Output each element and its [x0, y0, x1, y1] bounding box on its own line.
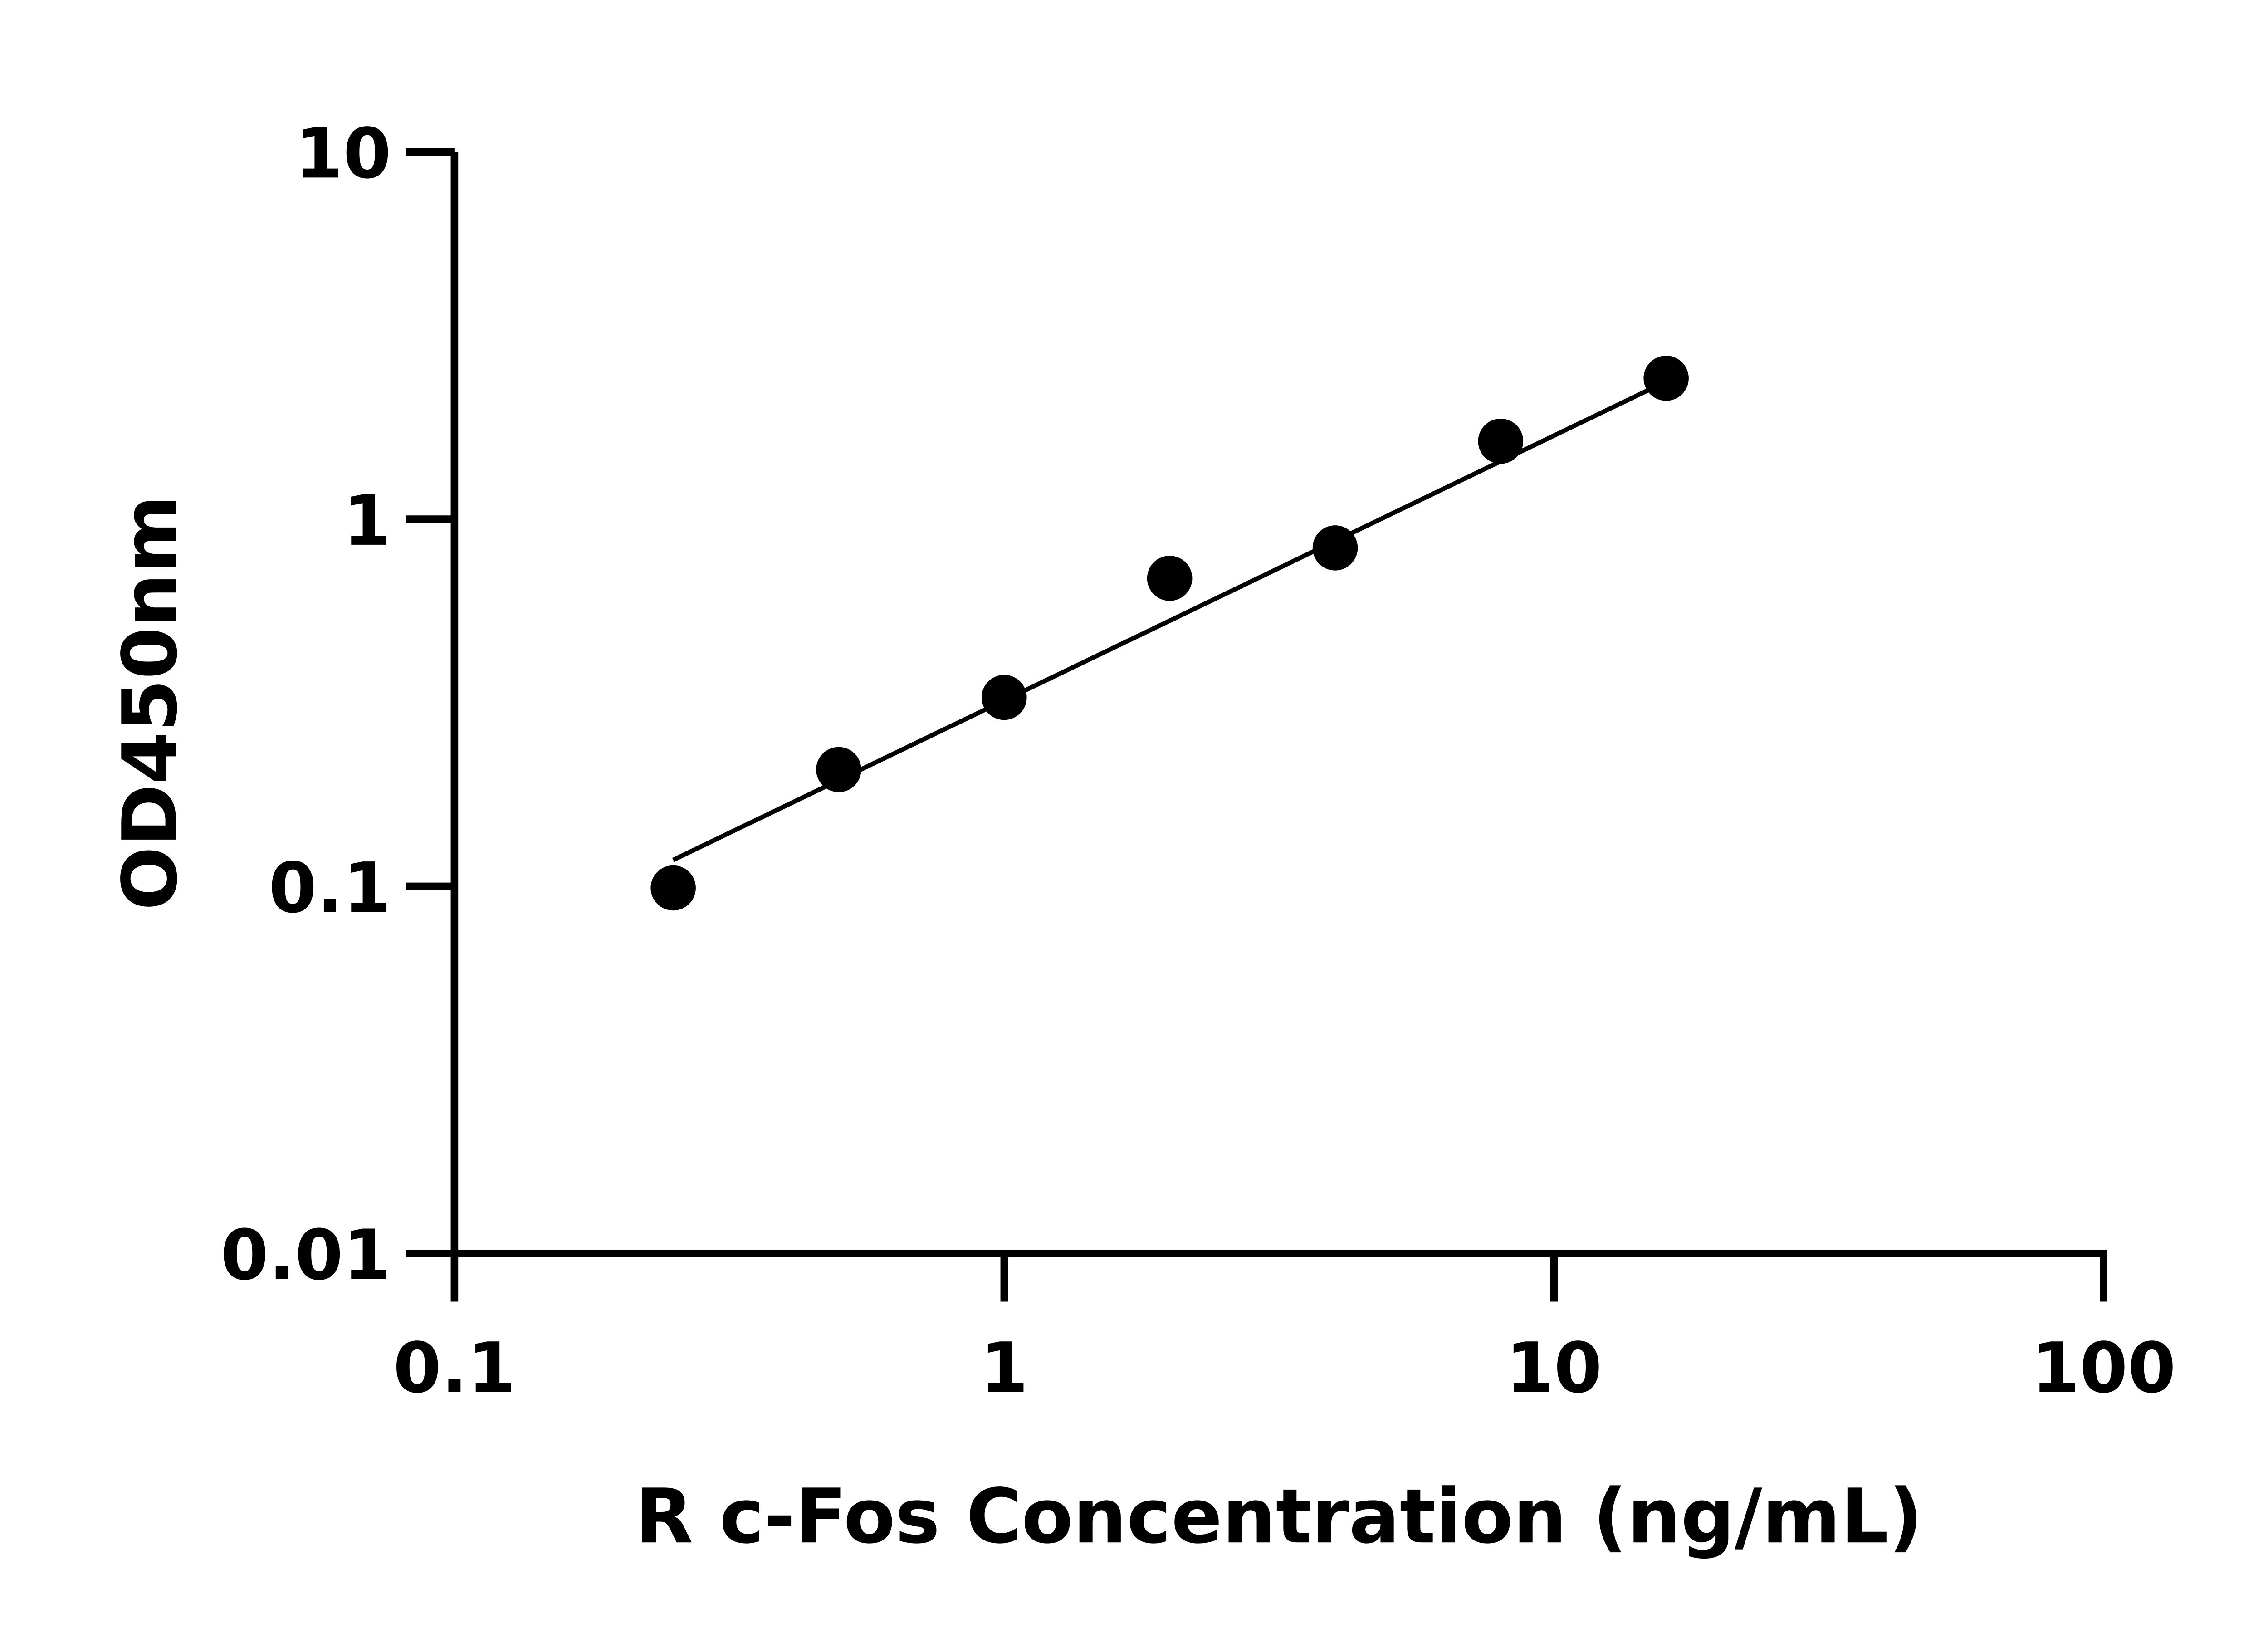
data-point: [1147, 556, 1193, 601]
data-point: [1312, 525, 1358, 571]
x-tick-label: 1: [980, 1328, 1028, 1408]
data-point: [1643, 356, 1689, 401]
x-axis-label: R c-Fos Concentration (ng/mL): [635, 1473, 1923, 1560]
marks: [650, 356, 1689, 911]
y-axis-label: OD450nm: [107, 495, 194, 910]
y-tick-label: 0.01: [220, 1215, 391, 1296]
data-point: [816, 747, 861, 792]
y-tick-label: 10: [295, 113, 391, 194]
x-tick-label: 100: [2031, 1328, 2176, 1408]
data-point: [1478, 418, 1524, 464]
data-point: [650, 865, 696, 911]
data-point: [982, 675, 1027, 720]
x-tick-label: 10: [1506, 1328, 1602, 1408]
x-tick-label: 0.1: [393, 1328, 516, 1408]
y-tick-label: 0.1: [269, 847, 391, 928]
y-tick-label: 1: [343, 480, 391, 561]
